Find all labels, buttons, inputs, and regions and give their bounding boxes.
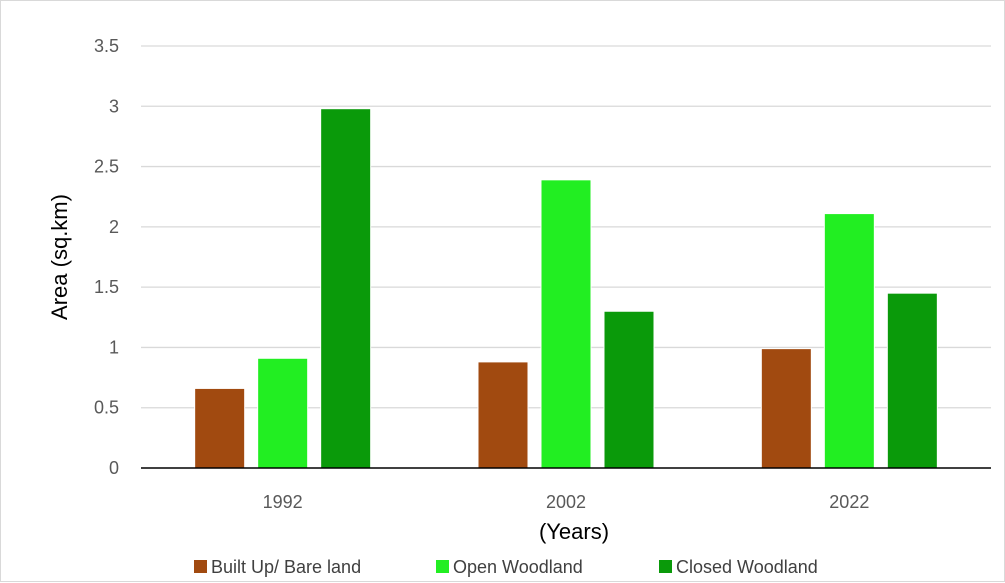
bar-2002-1 (540, 179, 592, 469)
y-tick-labels: 0 0.5 1 1.5 2 2.5 3 3.5 (94, 36, 119, 478)
y-tick-label: 1 (109, 337, 119, 357)
legend-swatch (194, 560, 207, 573)
bar-2022-2 (886, 292, 938, 469)
legend-swatch (659, 560, 672, 573)
y-tick-label: 3.5 (94, 36, 119, 56)
legend-label: Built Up/ Bare land (211, 557, 361, 577)
bar-2022-1 (823, 213, 875, 469)
x-tick-label: 2022 (829, 492, 869, 512)
bar-2002-0 (477, 361, 529, 469)
bar-1992-0 (194, 387, 246, 469)
y-tick-label: 0 (109, 458, 119, 478)
y-tick-label: 2.5 (94, 157, 119, 177)
bar-2022-0 (760, 348, 812, 469)
bar-2002-2 (603, 310, 655, 469)
bar-1992-2 (320, 108, 372, 469)
y-tick-label: 2 (109, 217, 119, 237)
legend-label: Open Woodland (453, 557, 583, 577)
y-tick-label: 1.5 (94, 277, 119, 297)
bar-1992-1 (257, 357, 309, 469)
x-tick-labels: 1992 2002 2022 (263, 492, 870, 512)
y-tick-label: 0.5 (94, 398, 119, 418)
x-tick-label: 1992 (263, 492, 303, 512)
legend-label: Closed Woodland (676, 557, 818, 577)
y-tick-label: 3 (109, 96, 119, 116)
y-axis-title: Area (sq.km) (47, 194, 72, 320)
bars (194, 108, 938, 469)
legend: Built Up/ Bare land Open Woodland Closed W… (194, 557, 818, 577)
x-axis-title: (Years) (539, 519, 609, 544)
x-tick-label: 2002 (546, 492, 586, 512)
legend-swatch (436, 560, 449, 573)
